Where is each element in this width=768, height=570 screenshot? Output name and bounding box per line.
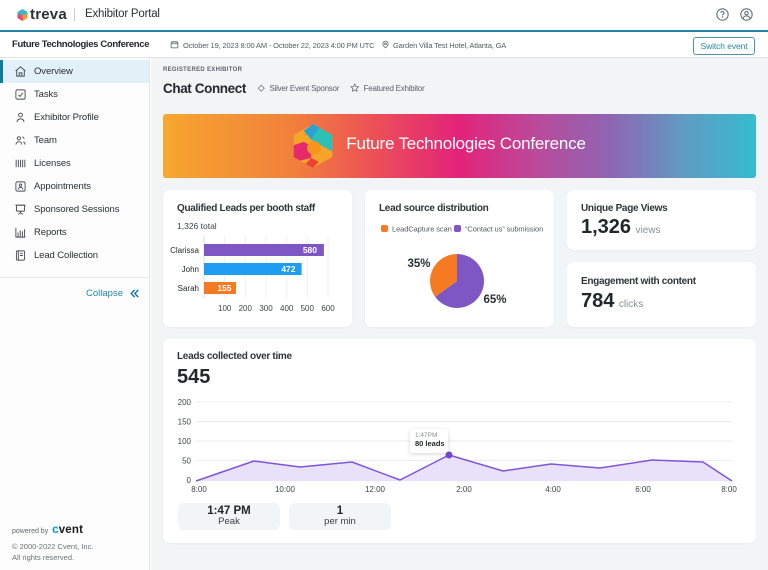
svg-text:10:00: 10:00 bbox=[275, 485, 296, 494]
svg-text:100: 100 bbox=[218, 304, 232, 313]
svg-text:35%: 35% bbox=[407, 258, 430, 270]
svg-text:65%: 65% bbox=[483, 294, 506, 306]
svg-text:8:00: 8:00 bbox=[191, 485, 207, 494]
svg-text:12:00: 12:00 bbox=[365, 485, 386, 494]
svg-text:0: 0 bbox=[187, 476, 192, 485]
svg-text:Sarah: Sarah bbox=[178, 284, 199, 293]
svg-text:300: 300 bbox=[259, 304, 273, 313]
svg-text:150: 150 bbox=[178, 418, 192, 427]
svg-text:LeadCapture scan: LeadCapture scan bbox=[392, 225, 452, 234]
svg-text:500: 500 bbox=[301, 304, 315, 313]
svg-text:580: 580 bbox=[303, 245, 317, 255]
svg-text:472: 472 bbox=[281, 264, 295, 274]
svg-text:155: 155 bbox=[217, 283, 231, 293]
svg-text:8:00: 8:00 bbox=[721, 485, 737, 494]
svg-text:“Contact us” submission: “Contact us” submission bbox=[465, 225, 543, 234]
svg-text:400: 400 bbox=[280, 304, 294, 313]
svg-text:Clarissa: Clarissa bbox=[170, 246, 199, 255]
svg-text:6:00: 6:00 bbox=[635, 485, 651, 494]
svg-text:100: 100 bbox=[178, 437, 192, 446]
svg-text:John: John bbox=[182, 265, 199, 274]
svg-text:2:00: 2:00 bbox=[456, 485, 472, 494]
svg-text:600: 600 bbox=[321, 304, 335, 313]
svg-text:4:00: 4:00 bbox=[545, 485, 561, 494]
svg-text:200: 200 bbox=[178, 398, 192, 407]
svg-text:50: 50 bbox=[182, 457, 191, 466]
svg-text:200: 200 bbox=[239, 304, 253, 313]
